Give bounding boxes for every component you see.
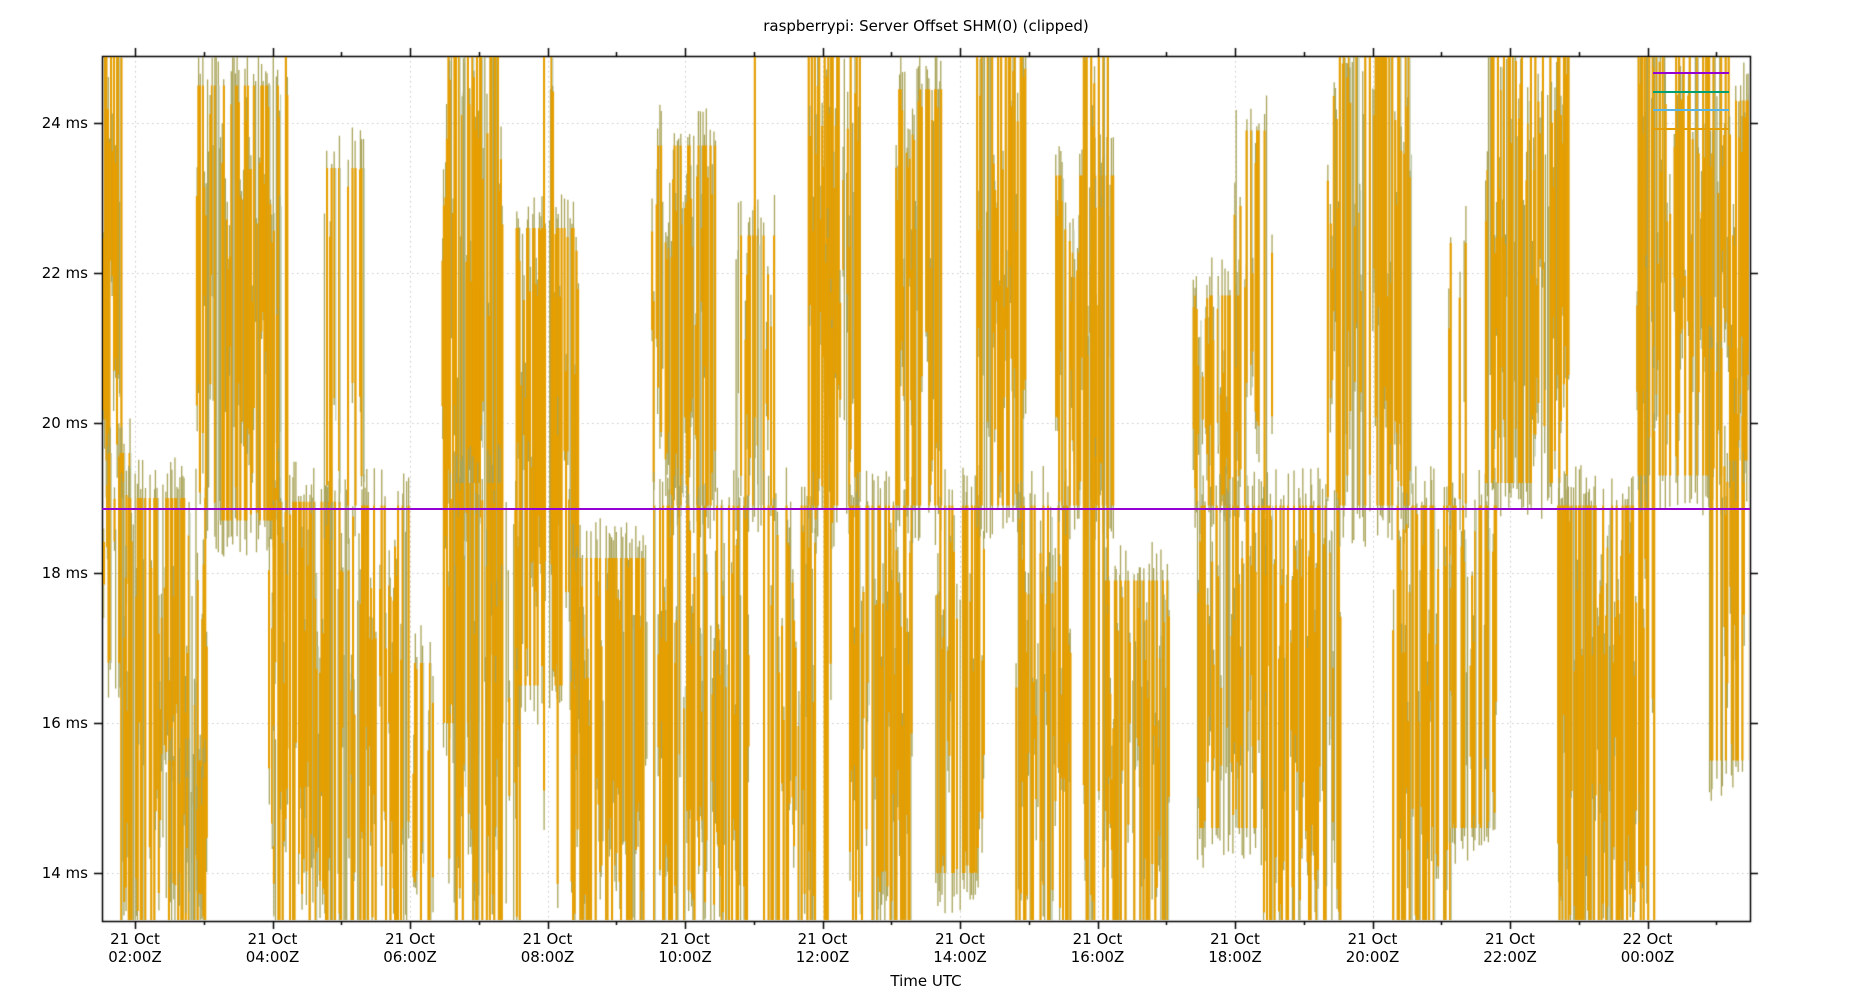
legend-line-sample-1 xyxy=(1653,72,1729,74)
x-tick-label: 21 Oct 06:00Z xyxy=(383,930,437,966)
y-tick-label: 14 ms xyxy=(41,864,88,882)
x-tick-label: 21 Oct 02:00Z xyxy=(108,930,162,966)
y-tick-label: 24 ms xyxy=(41,114,88,132)
x-tick-label: 21 Oct 10:00Z xyxy=(658,930,712,966)
x-axis-title: Time UTC xyxy=(890,972,962,990)
chart-title: raspberrypi: Server Offset SHM(0) (clipp… xyxy=(763,17,1089,35)
x-tick-label: 21 Oct 20:00Z xyxy=(1345,930,1400,966)
x-tick-label: 21 Oct 16:00Z xyxy=(1070,930,1125,966)
y-tick-label: 22 ms xyxy=(41,264,88,282)
x-tick-label: 21 Oct 14:00Z xyxy=(933,930,987,966)
x-tick-label: 21 Oct 08:00Z xyxy=(520,930,575,966)
x-tick-label: 21 Oct 12:00Z xyxy=(795,930,850,966)
legend-line-sample-2 xyxy=(1653,90,1729,93)
legend-line-sample-3 xyxy=(1653,109,1729,112)
x-tick-label: 21 Oct 18:00Z xyxy=(1208,930,1262,966)
x-tick-label: 21 Oct 22:00Z xyxy=(1483,930,1537,966)
legend-line-sample-4 xyxy=(1653,128,1729,130)
y-tick-label: 20 ms xyxy=(41,414,88,432)
median-percentile-line xyxy=(102,508,1750,511)
x-tick-label: 22 Oct 00:00Z xyxy=(1620,930,1675,966)
y-tick-label: 18 ms xyxy=(41,564,88,582)
x-tick-label: 21 Oct 04:00Z xyxy=(245,930,300,966)
y-tick-label: 16 ms xyxy=(41,714,88,732)
